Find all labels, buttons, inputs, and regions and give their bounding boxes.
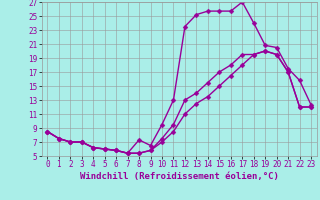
X-axis label: Windchill (Refroidissement éolien,°C): Windchill (Refroidissement éolien,°C) <box>80 172 279 181</box>
